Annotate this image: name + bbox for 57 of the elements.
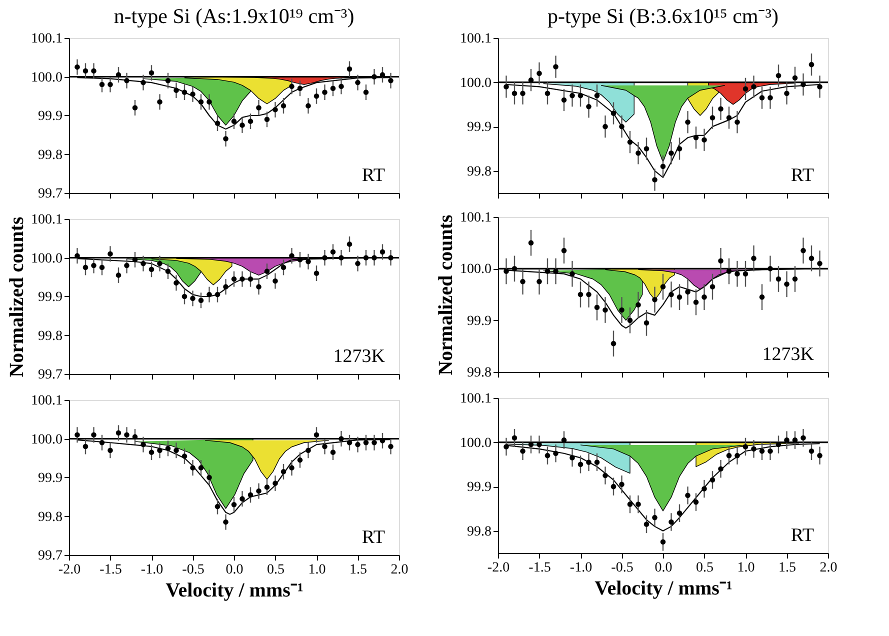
y-tick-label: 99.9 — [38, 290, 62, 305]
y-tick-label: 99.9 — [38, 471, 62, 486]
x-axis-title: Velocity / mms⁻¹ — [594, 578, 732, 600]
y-tick-label: 100.1 — [31, 394, 62, 408]
y-tick-label: 100.0 — [460, 262, 492, 278]
chart-title: n-type Si (As:1.9x10¹⁹ cm⁻³) — [114, 4, 354, 28]
x-tick-label: -0.5 — [611, 560, 634, 576]
y-tick-label: 99.8 — [38, 510, 62, 525]
x-tick-label: 1.0 — [308, 562, 326, 578]
x-tick-label: 2.0 — [820, 560, 838, 576]
y-tick-label: 99.8 — [38, 328, 62, 344]
y-tick-label: 99.9 — [467, 314, 492, 329]
annotation: 1273K — [333, 346, 386, 367]
y-tick-label: 99.9 — [38, 109, 62, 124]
y-tick-label: 100.0 — [31, 70, 62, 86]
annotation: RT — [790, 525, 814, 546]
x-tick-label: -0.5 — [182, 562, 204, 578]
x-tick-label: -1.5 — [528, 560, 551, 576]
annotation: RT — [362, 527, 386, 548]
y-tick-label: 99.7 — [38, 548, 62, 564]
y-tick-label: 99.8 — [467, 164, 492, 180]
x-tick-label: 0.5 — [267, 562, 284, 578]
y-tick-label: 100.1 — [460, 210, 492, 226]
y-tick-label: 99.9 — [467, 480, 492, 496]
x-tick-label: -1.0 — [140, 562, 164, 578]
x-tick-label: 1.0 — [737, 560, 755, 576]
annotation: RT — [790, 165, 814, 186]
chart-title: p-type Si (B:3.6x10¹⁵ cm⁻³) — [547, 4, 779, 28]
y-axis-title: Normalized counts — [6, 216, 28, 378]
x-axis-title: Velocity / mms⁻¹ — [166, 580, 304, 602]
y-tick-label: 100.1 — [31, 212, 62, 228]
y-tick-label: 99.7 — [38, 368, 62, 382]
x-tick-label: -2.0 — [487, 560, 510, 576]
y-tick-label: 99.9 — [467, 120, 492, 136]
annotation: 1273K — [762, 344, 814, 365]
x-tick-label: -1.5 — [100, 562, 122, 578]
annotation: RT — [362, 165, 386, 186]
x-tick-label: 0.0 — [226, 562, 244, 578]
y-tick-label: 99.8 — [38, 148, 62, 163]
x-tick-label: -2.0 — [58, 562, 81, 578]
x-tick-label: 0.0 — [654, 560, 672, 576]
y-tick-label: 100.1 — [460, 32, 492, 46]
x-tick-label: 1.5 — [350, 562, 367, 578]
y-tick-label: 99.8 — [467, 524, 492, 540]
x-tick-label: 1.5 — [778, 560, 796, 576]
y-axis-title: Normalized counts — [435, 214, 457, 376]
y-tick-label: 100.0 — [460, 436, 492, 451]
y-tick-label: 99.8 — [467, 366, 492, 380]
y-tick-label: 100.1 — [31, 32, 62, 46]
y-tick-label: 100.0 — [31, 432, 62, 448]
y-tick-label: 100.0 — [460, 76, 492, 91]
x-tick-label: 2.0 — [390, 562, 408, 578]
x-tick-label: 0.5 — [696, 560, 714, 576]
x-tick-label: -1.0 — [570, 560, 592, 576]
y-tick-label: 99.7 — [38, 186, 62, 202]
y-tick-label: 100.0 — [31, 251, 62, 266]
y-tick-label: 100.1 — [460, 392, 492, 406]
